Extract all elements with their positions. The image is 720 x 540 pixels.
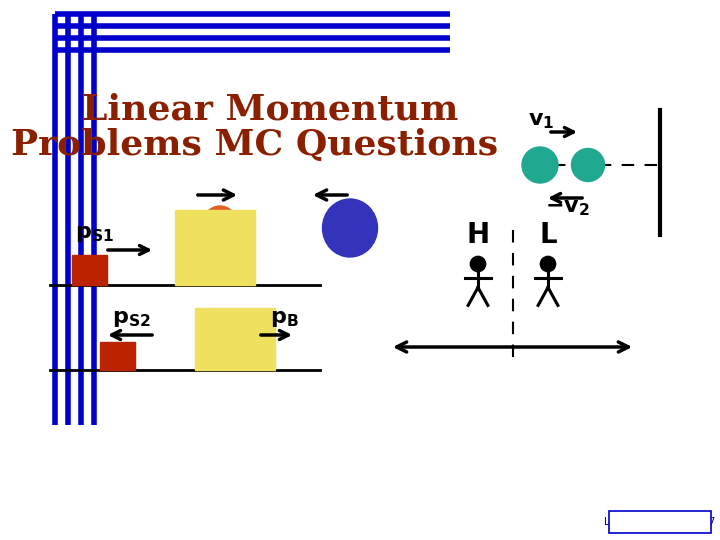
Text: H: H: [467, 221, 490, 249]
Ellipse shape: [202, 206, 238, 244]
Text: L: L: [539, 221, 557, 249]
Text: $\mathbf{-v_2}$: $\mathbf{-v_2}$: [545, 198, 590, 218]
Text: Problems MC Questions: Problems MC Questions: [12, 128, 498, 162]
Text: Linear Momentum: Linear Momentum: [82, 93, 458, 127]
Bar: [72, 255, 107, 285]
Text: $\mathbf{p_B}$: $\mathbf{p_B}$: [270, 309, 299, 329]
Text: $\mathbf{v_1}$: $\mathbf{v_1}$: [528, 111, 554, 131]
Text: $\mathbf{p_{S2}}$: $\mathbf{p_{S2}}$: [112, 309, 151, 329]
Bar: [100, 342, 135, 370]
Ellipse shape: [540, 256, 556, 272]
Ellipse shape: [470, 256, 486, 272]
Ellipse shape: [522, 147, 558, 183]
FancyBboxPatch shape: [609, 511, 711, 533]
Ellipse shape: [323, 199, 377, 257]
Bar: [175, 210, 255, 285]
Text: Linear Momentum 07: Linear Momentum 07: [604, 517, 716, 527]
Bar: [195, 308, 275, 370]
Text: $\mathbf{p_{S1}}$: $\mathbf{p_{S1}}$: [75, 224, 114, 244]
Ellipse shape: [572, 148, 605, 181]
